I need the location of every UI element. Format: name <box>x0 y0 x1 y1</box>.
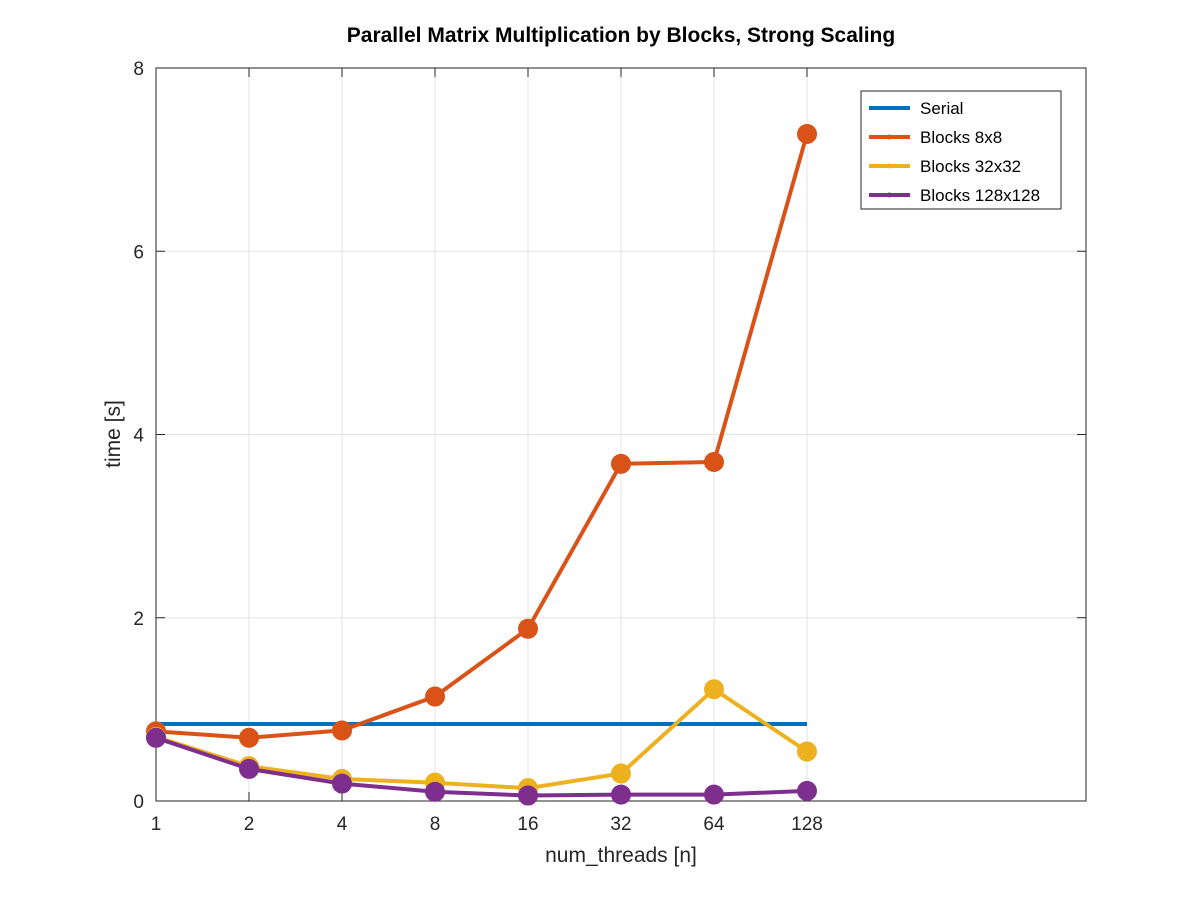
data-point-blocks-128x128 <box>704 784 724 805</box>
data-point-blocks-128x128 <box>332 773 352 794</box>
data-point-blocks-8x8 <box>611 453 631 474</box>
data-point-blocks-128x128 <box>146 727 166 748</box>
x-tick-label: 128 <box>791 814 823 835</box>
series-line-blocks-8x8 <box>155 133 809 740</box>
data-point-blocks-128x128 <box>239 758 259 779</box>
series-blocks-8x8 <box>146 123 817 748</box>
x-axis-title: num_threads [n] <box>545 844 697 867</box>
x-tick-label: 16 <box>517 814 538 835</box>
data-point-blocks-128x128 <box>425 781 445 802</box>
series-blocks-128x128 <box>146 727 817 806</box>
y-tick-label: 2 <box>133 609 144 630</box>
data-point-blocks-32x32 <box>797 741 817 762</box>
y-tick-label: 4 <box>133 426 144 447</box>
legend-label-blocks-8x8: Blocks 8x8 <box>920 128 1002 147</box>
legend-label-blocks-32x32: Blocks 32x32 <box>920 157 1021 176</box>
data-point-blocks-32x32 <box>611 763 631 784</box>
ticks: 1 2 4 8 16 32 64 128 0 2 4 6 8 <box>133 59 1086 835</box>
x-tick-label: 8 <box>430 814 441 835</box>
x-tick-label: 1 <box>151 814 162 835</box>
data-point-blocks-8x8 <box>239 727 259 748</box>
legend-marker-blocks-8x8 <box>887 134 892 140</box>
data-point-blocks-8x8 <box>704 451 724 472</box>
legend-marker-blocks-128x128 <box>887 192 892 198</box>
data-point-blocks-8x8 <box>425 686 445 707</box>
series-group <box>146 123 817 806</box>
y-tick-label: 0 <box>133 792 144 813</box>
y-tick-label: 6 <box>133 242 144 263</box>
data-point-blocks-32x32 <box>704 679 724 700</box>
series-line-blocks-128x128 <box>155 735 808 798</box>
x-tick-label: 32 <box>610 814 631 835</box>
chart-title: Parallel Matrix Multiplication by Blocks… <box>347 24 895 47</box>
data-point-blocks-128x128 <box>611 784 631 805</box>
x-tick-label: 2 <box>244 814 255 835</box>
data-point-blocks-128x128 <box>797 780 817 801</box>
legend-marker-blocks-32x32 <box>887 163 892 169</box>
data-point-blocks-8x8 <box>332 720 352 741</box>
x-tick-label: 4 <box>337 814 348 835</box>
legend-label-blocks-128x128: Blocks 128x128 <box>920 186 1040 205</box>
legend-label-serial: Serial <box>920 99 963 118</box>
legend-box <box>860 90 1062 210</box>
data-point-blocks-128x128 <box>518 785 538 806</box>
y-tick-label: 8 <box>133 59 144 80</box>
legend: Serial Blocks 8x8 Blocks 32x32 Blocks 128x1… <box>860 90 1062 210</box>
data-point-blocks-8x8 <box>518 618 538 639</box>
data-point-blocks-8x8 <box>797 123 817 144</box>
x-tick-label: 64 <box>703 814 725 835</box>
y-axis-title: time [s] <box>102 400 125 468</box>
series-line-blocks-32x32 <box>155 687 809 791</box>
